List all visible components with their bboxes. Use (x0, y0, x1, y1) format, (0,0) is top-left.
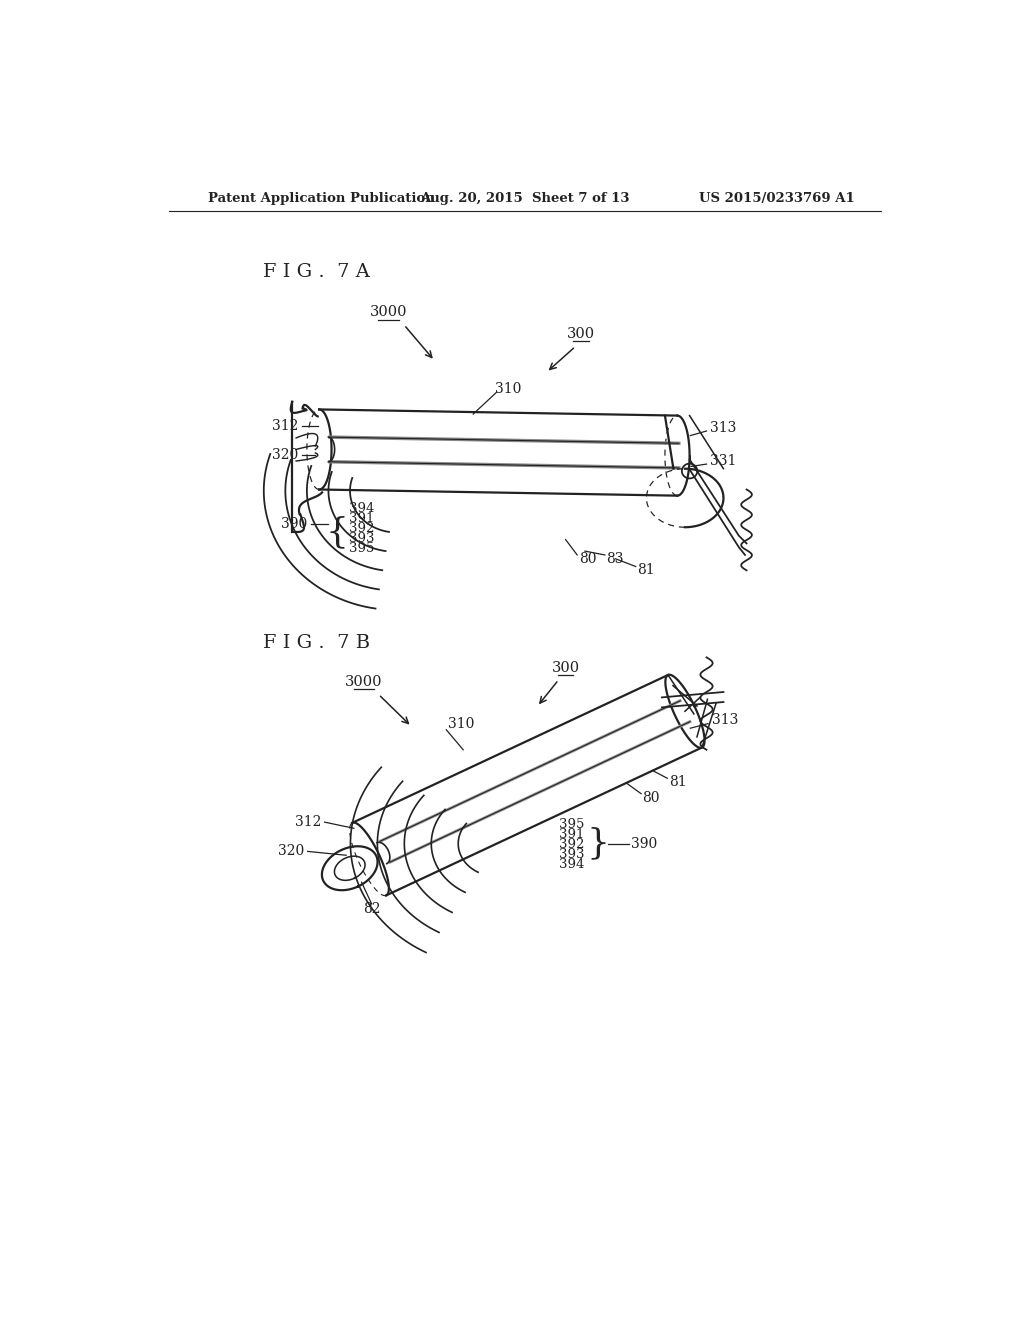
Text: 313: 313 (710, 421, 736, 434)
Text: Patent Application Publication: Patent Application Publication (208, 191, 434, 205)
Text: 394: 394 (349, 502, 375, 515)
Text: 81: 81 (637, 564, 654, 577)
Text: }: } (587, 826, 609, 861)
Text: 390: 390 (282, 517, 307, 531)
Text: 3000: 3000 (345, 675, 383, 689)
Text: 391: 391 (349, 512, 375, 525)
Text: 80: 80 (579, 552, 596, 566)
Text: 82: 82 (362, 902, 380, 916)
Text: F I G .  7 B: F I G . 7 B (263, 635, 370, 652)
Text: 392: 392 (559, 838, 585, 851)
Text: 81: 81 (670, 775, 687, 789)
Text: 390: 390 (631, 837, 657, 850)
Text: 394: 394 (559, 858, 585, 871)
Text: 392: 392 (349, 523, 375, 536)
Text: 310: 310 (495, 383, 521, 396)
Text: 395: 395 (349, 543, 375, 556)
Text: 393: 393 (349, 532, 375, 545)
Text: 320: 320 (272, 447, 298, 462)
Text: 391: 391 (559, 828, 585, 841)
Text: 80: 80 (643, 791, 660, 804)
Text: F I G .  7 A: F I G . 7 A (263, 264, 370, 281)
Text: 300: 300 (552, 661, 580, 675)
Text: 313: 313 (712, 714, 738, 727)
Text: 312: 312 (295, 816, 322, 829)
Text: 83: 83 (606, 552, 624, 566)
Text: Aug. 20, 2015  Sheet 7 of 13: Aug. 20, 2015 Sheet 7 of 13 (420, 191, 630, 205)
Text: 300: 300 (567, 327, 595, 341)
Text: 320: 320 (278, 845, 304, 858)
Text: 395: 395 (559, 818, 585, 832)
Text: 312: 312 (272, 420, 298, 433)
Text: 393: 393 (559, 847, 585, 861)
Text: {: { (326, 515, 348, 549)
Text: US 2015/0233769 A1: US 2015/0233769 A1 (698, 191, 854, 205)
Text: 3000: 3000 (370, 305, 408, 319)
Text: 331: 331 (710, 454, 736, 469)
Text: 310: 310 (447, 717, 474, 731)
